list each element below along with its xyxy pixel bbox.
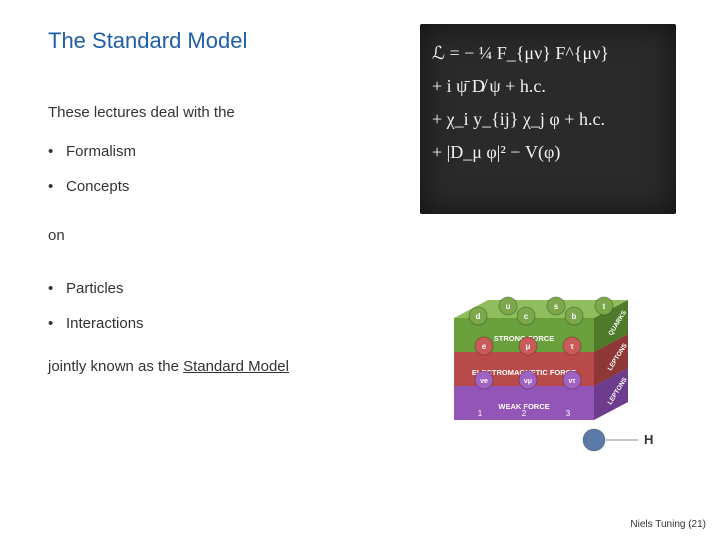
svg-text:b: b (572, 312, 577, 321)
summary-prefix: jointly known as the (48, 358, 183, 375)
svg-text:e: e (482, 342, 487, 351)
svg-text:τ: τ (570, 342, 574, 351)
svg-text:c: c (524, 312, 529, 321)
lagrangian-chalkboard: ℒ = − ¼ F_{μν} F^{μν} + i ψ̄ D̸ ψ + h.c.… (420, 24, 676, 214)
svg-text:νμ: νμ (524, 378, 532, 385)
svg-text:1: 1 (478, 409, 483, 418)
svg-text:H: H (644, 432, 653, 447)
equation-line: + |D_μ φ|² − V(φ) (432, 139, 664, 166)
particle-cube-diagram: WEAK FORCELEPTONSELECTROMAGNETIC FORCELE… (414, 280, 684, 490)
equation-line: + χ_i y_{ij} χ_j φ + h.c. (432, 106, 664, 133)
on-text: on (48, 225, 672, 246)
svg-text:2: 2 (522, 409, 527, 418)
svg-text:νe: νe (480, 378, 488, 385)
equation-line: + i ψ̄ D̸ ψ + h.c. (432, 73, 664, 100)
svg-text:t: t (603, 302, 606, 311)
slide-footer: Niels Tuning (21) (630, 519, 706, 530)
equation-line: ℒ = − ¼ F_{μν} F^{μν} (432, 40, 664, 67)
svg-text:μ: μ (526, 342, 531, 351)
svg-text:3: 3 (566, 409, 571, 418)
summary-emph: Standard Model (183, 358, 289, 375)
svg-text:u: u (506, 302, 511, 311)
svg-text:d: d (476, 312, 481, 321)
svg-text:s: s (554, 302, 559, 311)
svg-text:ντ: ντ (568, 378, 576, 385)
